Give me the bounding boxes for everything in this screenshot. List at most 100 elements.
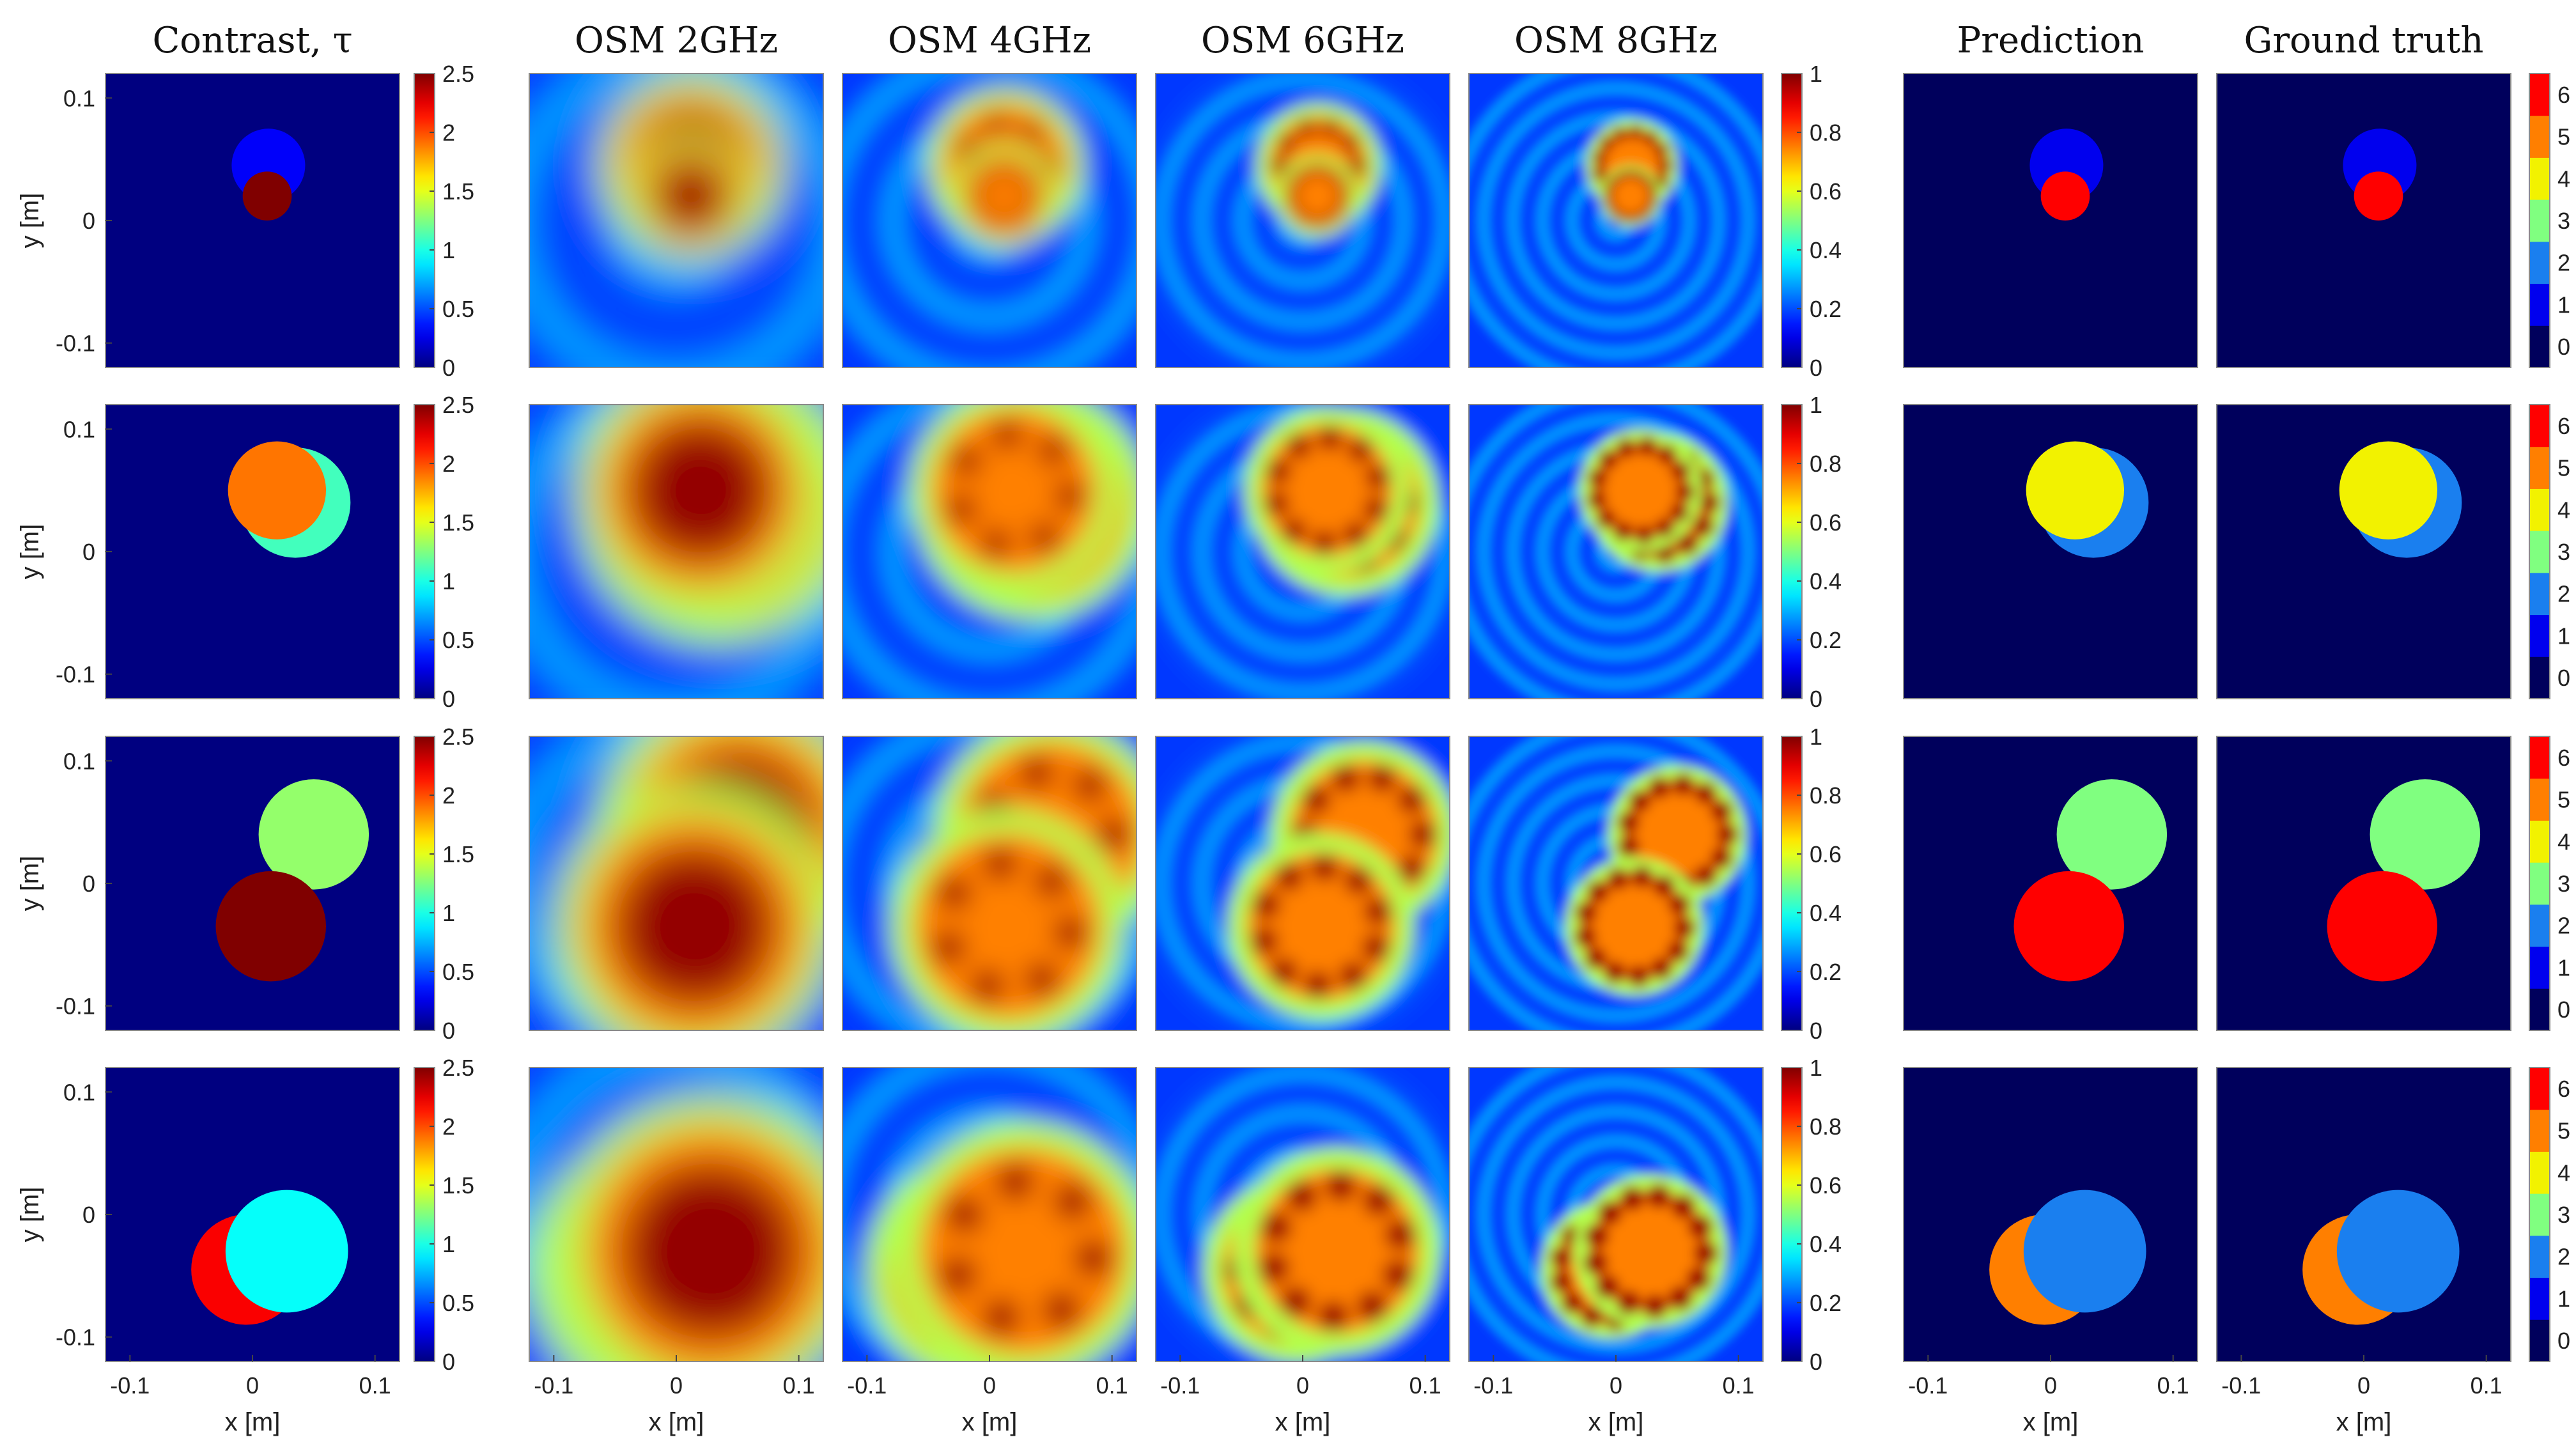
y-tick-label: 0 bbox=[82, 1202, 95, 1228]
y-axis-label: y [m] bbox=[16, 1187, 44, 1243]
colorbar-tick: 2 bbox=[2557, 581, 2570, 607]
panel-r3-c3 bbox=[842, 736, 1137, 1030]
colorbar-tick: 0.2 bbox=[1810, 627, 1842, 653]
colorbar-tick: 3 bbox=[2557, 1202, 2570, 1228]
colorbar-tick: 0 bbox=[2557, 334, 2570, 360]
y-axis-label: y [m] bbox=[16, 856, 44, 912]
colorbar-tick: 0 bbox=[1810, 1349, 1822, 1375]
colorbar-tick: 4 bbox=[2557, 828, 2570, 855]
colorbar-tick: 1 bbox=[1810, 1055, 1822, 1081]
x-tick-label: 0.1 bbox=[1723, 1372, 1755, 1399]
y-tick-label: 0 bbox=[82, 539, 95, 565]
scatterer-r3-1 bbox=[215, 871, 326, 982]
x-tick-label: 0 bbox=[983, 1372, 996, 1399]
panel-r4-c4 bbox=[1156, 1067, 1450, 1362]
colorbar-tick: 0 bbox=[1810, 686, 1822, 712]
column-title-1: OSM 2GHz bbox=[575, 20, 778, 61]
colorbar-tick: 0 bbox=[442, 1018, 455, 1044]
panel-r3-c7 bbox=[2217, 736, 2511, 1030]
x-tick-label: 0 bbox=[1610, 1372, 1622, 1399]
colorbar-tick: 0.2 bbox=[1810, 1290, 1842, 1316]
panel-r1-c3 bbox=[842, 74, 1137, 368]
colorbar-tick: 2 bbox=[442, 120, 455, 146]
panel-r2-c1 bbox=[105, 405, 400, 699]
colorbar-tick: 0 bbox=[2557, 1328, 2570, 1354]
colorbar-tick: 0.5 bbox=[442, 296, 474, 322]
scatterer-r3-0 bbox=[258, 779, 369, 890]
scatterer-r2-1 bbox=[228, 441, 326, 539]
colorbar-tick: 0.6 bbox=[1810, 178, 1842, 205]
colorbar-tick: 2 bbox=[2557, 250, 2570, 276]
colorbar-tick: 0 bbox=[1810, 1018, 1822, 1044]
colorbar-tick: 1 bbox=[1810, 392, 1822, 418]
y-tick-label: 0.1 bbox=[63, 85, 95, 111]
x-tick-label: 0.1 bbox=[2157, 1372, 2189, 1399]
panel-r2-c4 bbox=[1156, 405, 1450, 699]
colorbar-classes-r1: 6 5 4 3 2 1 0 bbox=[2529, 73, 2570, 368]
colorbar-classes-r2: 6 5 4 3 2 1 0 bbox=[2529, 404, 2570, 699]
colorbar-tick: 0.8 bbox=[1810, 451, 1842, 477]
x-tick-label: -0.1 bbox=[110, 1372, 150, 1399]
panel-r4-c7 bbox=[2217, 1067, 2511, 1362]
y-tick-label: 0 bbox=[82, 208, 95, 234]
colorbar-tick: 1 bbox=[442, 568, 455, 594]
panel-r3-c2 bbox=[529, 736, 823, 1030]
panel-r1-c5 bbox=[1469, 74, 1763, 368]
colorbar-tick: 1.5 bbox=[442, 178, 474, 205]
x-axis-label: x [m] bbox=[2336, 1408, 2392, 1436]
panel-r1-c4 bbox=[1156, 74, 1450, 368]
x-axis-label: x [m] bbox=[962, 1408, 1018, 1436]
y-tick-label: 0.1 bbox=[63, 416, 95, 442]
colorbar-osm-r1: 1 0.8 0.6 0.4 0.2 0 bbox=[1781, 61, 1842, 381]
pred-region-r4-1 bbox=[2023, 1190, 2146, 1313]
panel-r4-c2 bbox=[529, 1067, 823, 1362]
pred-region-r3-1 bbox=[2013, 871, 2124, 982]
colorbar-tick: 0.4 bbox=[1810, 237, 1842, 263]
colorbar-tick: 4 bbox=[2557, 497, 2570, 523]
colorbar-tick: 1 bbox=[2557, 1285, 2570, 1312]
column-title-6: Ground truth bbox=[2244, 20, 2484, 61]
y-tick-label: -0.1 bbox=[56, 662, 95, 688]
colorbar-tick: 1 bbox=[2557, 954, 2570, 981]
y-tick-label: -0.1 bbox=[56, 330, 95, 357]
y-axis-label: y [m] bbox=[16, 524, 44, 580]
colorbar-tick: 3 bbox=[2557, 208, 2570, 234]
gt-region-r3-1 bbox=[2327, 871, 2437, 982]
colorbar-tick: 1 bbox=[1810, 724, 1822, 750]
colorbar-tick: 1 bbox=[1810, 61, 1822, 87]
x-tick-label: -0.1 bbox=[534, 1372, 573, 1399]
column-title-2: OSM 4GHz bbox=[888, 20, 1091, 61]
pred-region-r1-1 bbox=[2040, 171, 2090, 221]
column-titles: Contrast, τ OSM 2GHz OSM 4GHz OSM 6GHz OSM 8… bbox=[152, 20, 2483, 61]
x-tick-label: -0.1 bbox=[2221, 1372, 2261, 1399]
colorbar-tick: 1 bbox=[442, 237, 455, 263]
x-tick-label: 0 bbox=[2044, 1372, 2057, 1399]
panel-r2-c7 bbox=[2217, 405, 2511, 699]
colorbar-tick: 2.5 bbox=[442, 392, 474, 418]
y-tick-label: -0.1 bbox=[56, 1324, 95, 1351]
colorbar-tick: 0.6 bbox=[1810, 841, 1842, 867]
column-title-0: Contrast, τ bbox=[152, 20, 352, 61]
colorbar-tick: 0.2 bbox=[1810, 296, 1842, 322]
colorbar-tick: 0 bbox=[442, 1349, 455, 1375]
pred-region-r3-0 bbox=[2056, 779, 2168, 890]
colorbar-osm-r4: 1 0.8 0.6 0.4 0.2 0 bbox=[1781, 1055, 1842, 1375]
panel-r3-c6 bbox=[1904, 736, 2198, 1030]
colorbar-osm-r3: 1 0.8 0.6 0.4 0.2 0 bbox=[1781, 724, 1842, 1044]
x-tick-label: -0.1 bbox=[847, 1372, 887, 1399]
panel-r4-c6 bbox=[1904, 1067, 2198, 1362]
colorbar-tick: 1 bbox=[442, 1231, 455, 1257]
colorbar-tick: 5 bbox=[2557, 1118, 2570, 1144]
panel-r1-c7 bbox=[2217, 74, 2511, 368]
colorbar-contrast-r1: 2.5 2 1.5 1 0.5 0 bbox=[414, 61, 474, 381]
colorbar-tick: 0.5 bbox=[442, 627, 474, 653]
x-tick-label: -0.1 bbox=[1473, 1372, 1513, 1399]
colorbar-contrast-r2: 2.5 2 1.5 1 0.5 0 bbox=[414, 392, 474, 712]
colorbar-tick: 1 bbox=[2557, 623, 2570, 649]
colorbar-tick: 1 bbox=[2557, 291, 2570, 318]
colorbar-contrast-r3: 2.5 2 1.5 1 0.5 0 bbox=[414, 724, 474, 1044]
colorbar-tick: 1 bbox=[442, 900, 455, 926]
gt-region-r4-1 bbox=[2336, 1190, 2460, 1313]
x-tick-label: 0 bbox=[246, 1372, 259, 1399]
panel-r4-c1 bbox=[105, 1067, 400, 1362]
